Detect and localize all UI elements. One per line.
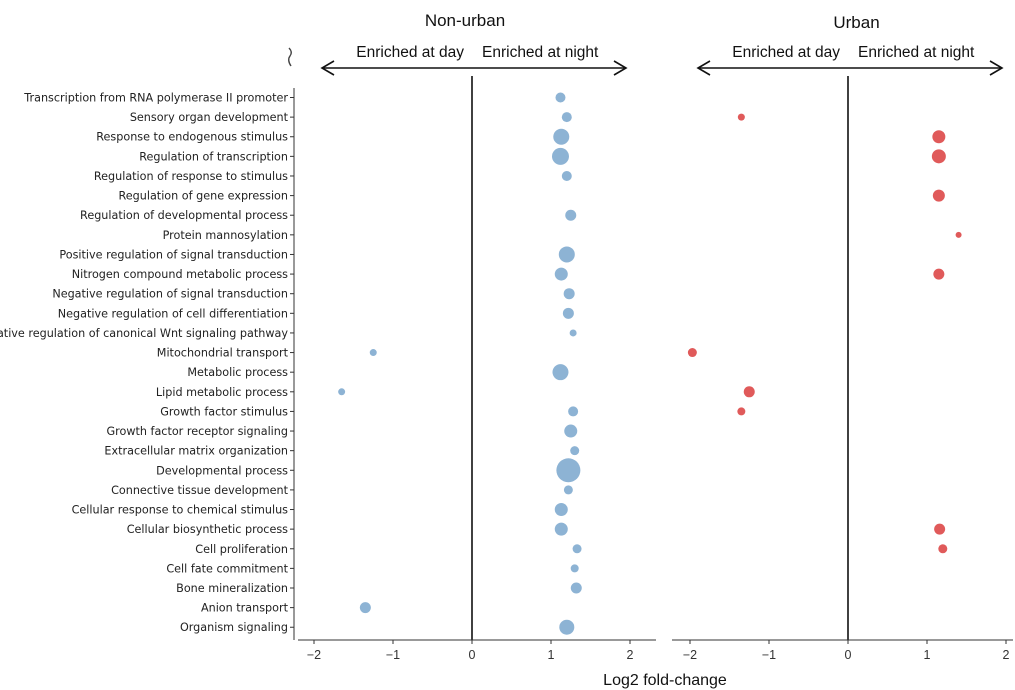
enriched-night-label: Enriched at night — [858, 44, 975, 61]
data-point — [551, 147, 569, 165]
category-label: Sensory organ development — [130, 111, 289, 124]
data-point — [561, 112, 572, 123]
arrow-head-right — [989, 60, 1004, 76]
category-label: Mitochondrial transport — [157, 347, 289, 360]
category-label: Protein mannosylation — [163, 229, 288, 242]
data-point — [687, 348, 697, 358]
data-point — [743, 386, 755, 398]
category-label: Connective tissue development — [111, 484, 289, 497]
data-point — [554, 503, 568, 517]
data-point — [556, 458, 581, 483]
category-label: Regulation of transcription — [139, 150, 288, 163]
category-label: Regulation of gene expression — [119, 190, 289, 203]
category-label: Extracellular matrix organization — [104, 445, 288, 458]
x-tick-label: −2 — [307, 648, 321, 662]
category-label: Negative regulation of cell differentiat… — [58, 307, 288, 320]
panel-title: Urban — [833, 13, 879, 32]
category-label: Positive regulation of signal transducti… — [59, 248, 288, 261]
data-point — [561, 170, 572, 181]
enriched-day-label: Enriched at day — [356, 44, 464, 61]
data-point — [570, 582, 582, 594]
category-label: Anion transport — [201, 602, 289, 615]
category-label: Cellular biosynthetic process — [127, 523, 288, 536]
data-point — [737, 407, 746, 416]
arrow-head-left — [320, 60, 335, 76]
data-point — [931, 149, 946, 164]
x-tick-label: 1 — [548, 648, 555, 662]
data-point — [553, 128, 570, 145]
data-point — [554, 522, 568, 536]
data-point — [338, 388, 346, 396]
panel-non-urban: Non-urban Enriched at day Enriched at nigh… — [298, 11, 656, 662]
category-labels: Transcription from RNA polymerase II pro… — [0, 47, 295, 640]
data-point — [562, 307, 574, 319]
category-label: Lipid metabolic process — [156, 386, 288, 399]
x-tick-label: 2 — [627, 648, 634, 662]
data-point — [568, 406, 579, 417]
data-point — [559, 619, 575, 635]
data-point — [938, 544, 948, 554]
data-point — [569, 329, 577, 337]
panel-title: Non-urban — [425, 11, 505, 30]
x-tick-label: 0 — [469, 648, 476, 662]
enriched-day-label: Enriched at day — [732, 44, 840, 61]
category-label: Regulation of developmental process — [80, 209, 288, 222]
category-label: Negative regulation of canonical Wnt sig… — [0, 327, 288, 340]
category-label: Cell fate commitment — [166, 562, 288, 575]
data-point — [570, 564, 579, 573]
category-label: Organism signaling — [180, 621, 288, 634]
clipped-glyph-mark — [288, 47, 292, 67]
category-label: Nitrogen compound metabolic process — [72, 268, 288, 281]
data-point — [563, 485, 573, 495]
data-point — [933, 268, 945, 280]
x-tick-label: 1 — [924, 648, 931, 662]
data-point — [369, 349, 377, 357]
x-tick-label: 2 — [1003, 648, 1010, 662]
category-label: Transcription from RNA polymerase II pro… — [23, 92, 288, 105]
data-point — [565, 209, 577, 221]
data-point — [570, 446, 580, 456]
data-point — [552, 364, 569, 381]
panel-urban: Urban Enriched at day Enriched at night −2 −… — [672, 13, 1013, 662]
data-point — [572, 544, 582, 554]
data-point — [934, 523, 946, 535]
x-tick-label: −1 — [386, 648, 400, 662]
data-point — [359, 602, 371, 614]
arrow-head-left — [696, 60, 711, 76]
category-label: Negative regulation of signal transducti… — [52, 288, 288, 301]
category-label: Regulation of response to stimulus — [94, 170, 288, 183]
data-point — [955, 231, 962, 238]
data-point — [737, 113, 745, 121]
category-label: Cell proliferation — [195, 543, 288, 556]
data-point — [558, 246, 575, 263]
data-point — [563, 288, 575, 300]
x-axis-title: Log2 fold-change — [603, 672, 727, 689]
category-label: Developmental process — [156, 464, 288, 477]
x-tick-label: −1 — [762, 648, 776, 662]
arrow-head-right — [613, 60, 628, 76]
x-tick-label: −2 — [683, 648, 697, 662]
data-point — [932, 130, 946, 144]
category-label: Growth factor receptor signaling — [106, 425, 288, 438]
data-point — [932, 189, 945, 202]
category-label: Cellular response to chemical stimulus — [72, 504, 289, 517]
x-tick-label: 0 — [845, 648, 852, 662]
category-label: Bone mineralization — [176, 582, 288, 595]
data-point — [564, 424, 578, 438]
category-label: Metabolic process — [187, 366, 288, 379]
category-label: Response to endogenous stimulus — [96, 131, 288, 144]
data-point — [554, 267, 568, 281]
category-label: Growth factor stimulus — [160, 405, 288, 418]
data-point — [555, 92, 566, 103]
enriched-night-label: Enriched at night — [482, 44, 599, 61]
